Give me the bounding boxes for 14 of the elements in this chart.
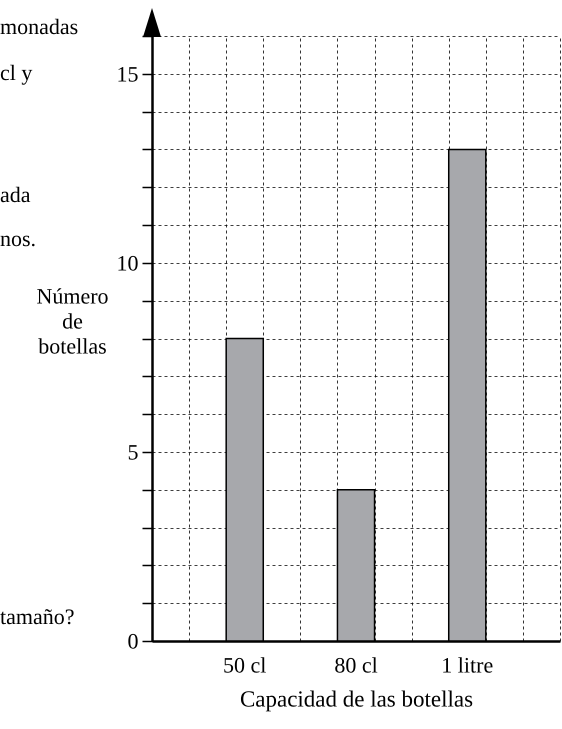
- x-tick-label: 80 cl: [334, 652, 378, 678]
- text: nos.: [0, 226, 36, 252]
- x-tick-label: 1 litre: [441, 652, 494, 678]
- y-axis-title: Número de botellas: [36, 284, 109, 358]
- text: ada: [0, 182, 31, 208]
- x-axis-title: Capacidad de las botellas: [240, 686, 474, 712]
- text: monadas: [0, 14, 78, 40]
- x-tick-label: 50 cl: [223, 652, 266, 678]
- text: tamaño?: [0, 604, 75, 630]
- y-tick-label: 10: [116, 250, 138, 276]
- y-tick-label: 0: [128, 628, 138, 654]
- y-tick-label: 15: [116, 61, 138, 86]
- y-tick-label: 5: [128, 439, 138, 464]
- text: cl y: [0, 60, 32, 86]
